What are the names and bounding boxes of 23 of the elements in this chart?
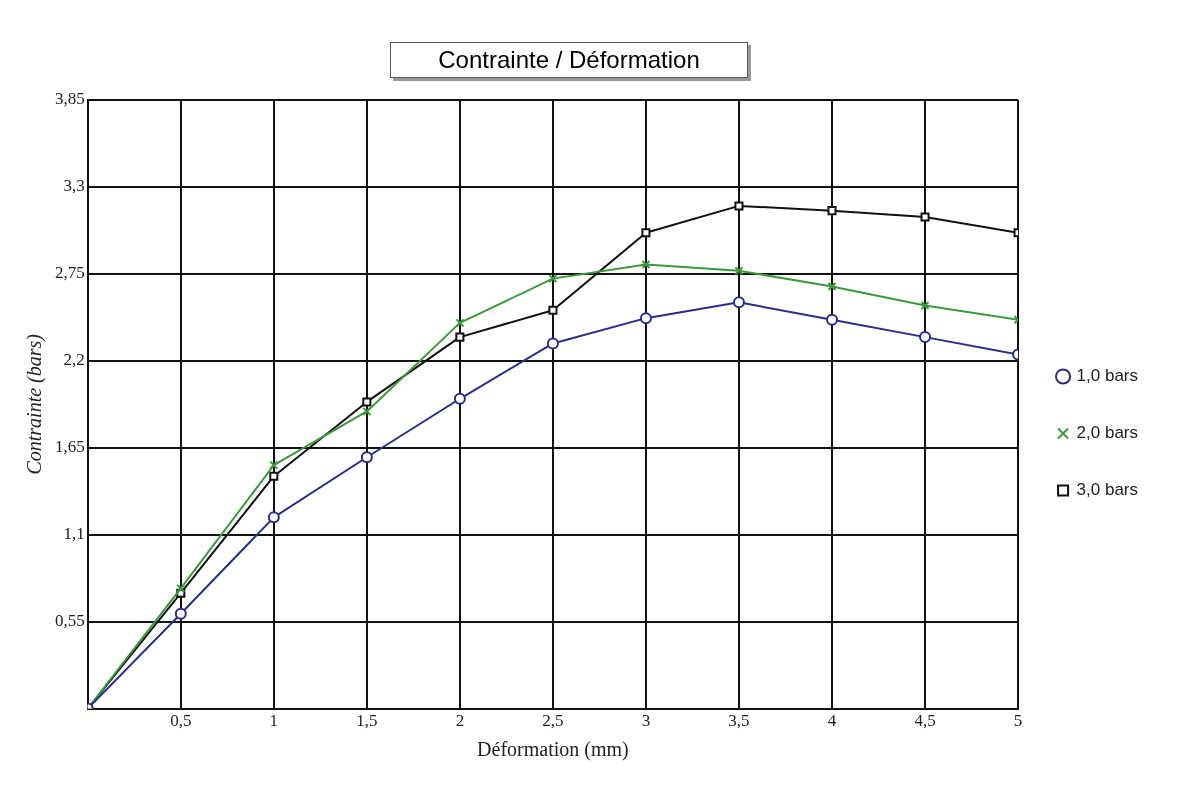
x-tick-label: 5: [1013, 711, 1023, 731]
x-tick-label: 3,5: [728, 711, 750, 731]
x-tick-label: 3: [641, 711, 651, 731]
x-tick-label: 4: [827, 711, 837, 731]
x-tick-label: 0,5: [170, 711, 192, 731]
legend-label: 2,0 bars: [1076, 423, 1139, 443]
x-tick-label: 1: [269, 711, 279, 731]
y-tick-label: 3,3: [63, 176, 85, 196]
x-tick-label: 4,5: [914, 711, 936, 731]
x-axis-title: Déformation (mm): [477, 738, 629, 762]
legend-label: 1,0 bars: [1076, 366, 1139, 386]
x-tick-label: 2,5: [542, 711, 564, 731]
legend-label: 3,0 bars: [1076, 480, 1139, 500]
chart-title: Contrainte / Déformation: [390, 42, 748, 78]
y-axis-title: Contrainte (bars): [23, 333, 47, 475]
y-tick-label: 1,65: [55, 437, 85, 457]
y-tick-label: 3,85: [55, 89, 85, 109]
y-tick-label: 2,2: [63, 350, 85, 370]
y-tick-label: 2,75: [55, 263, 85, 283]
y-tick-label: 1,1: [63, 524, 85, 544]
x-tick-label: 2: [455, 711, 465, 731]
y-tick-label: 0,55: [55, 611, 85, 631]
x-tick-label: 1,5: [356, 711, 378, 731]
